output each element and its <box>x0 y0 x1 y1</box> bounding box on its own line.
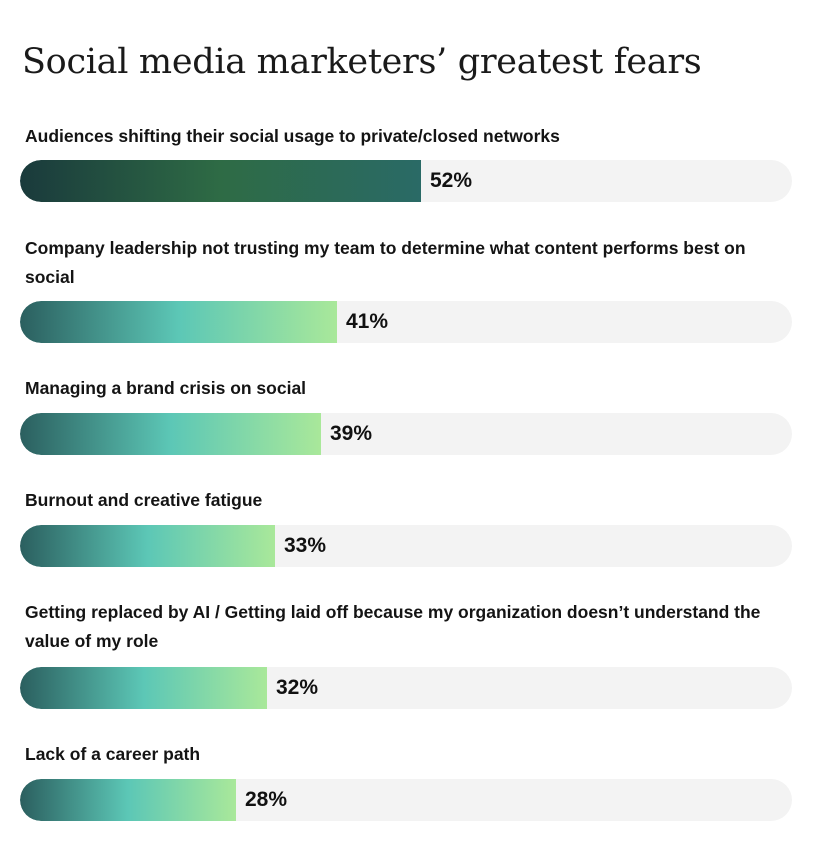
bar-label: Lack of a career path <box>25 744 201 764</box>
bar <box>20 525 275 567</box>
bar-label: Audiences shifting their social usage to… <box>25 126 560 146</box>
bar-track: 32% <box>20 667 792 709</box>
bar-value-label: 41% <box>346 310 389 333</box>
bar <box>20 779 236 821</box>
bar-value-label: 52% <box>430 169 473 192</box>
bar-value-label: 32% <box>276 676 319 699</box>
bar <box>20 667 267 709</box>
bar-track: 41% <box>20 301 792 343</box>
bar-track: 39% <box>20 413 792 455</box>
bar-label: Managing a brand crisis on social <box>25 378 307 398</box>
bar-value-label: 33% <box>284 534 327 557</box>
bar-label: Burnout and creative fatigue <box>25 490 263 510</box>
bar-track: 28% <box>20 779 792 821</box>
bar <box>20 160 421 202</box>
chart-title: Social media marketers’ greatest fears <box>22 42 702 82</box>
bar-value-label: 39% <box>330 422 373 445</box>
bar-value-label: 28% <box>245 788 288 811</box>
bar <box>20 413 321 455</box>
bar <box>20 301 337 343</box>
bar-label: Getting replaced by AI / Getting laid of… <box>25 602 761 651</box>
bar-track: 33% <box>20 525 792 567</box>
bar-label: Company leadership not trusting my team … <box>25 238 746 287</box>
bar-track: 52% <box>20 160 792 202</box>
